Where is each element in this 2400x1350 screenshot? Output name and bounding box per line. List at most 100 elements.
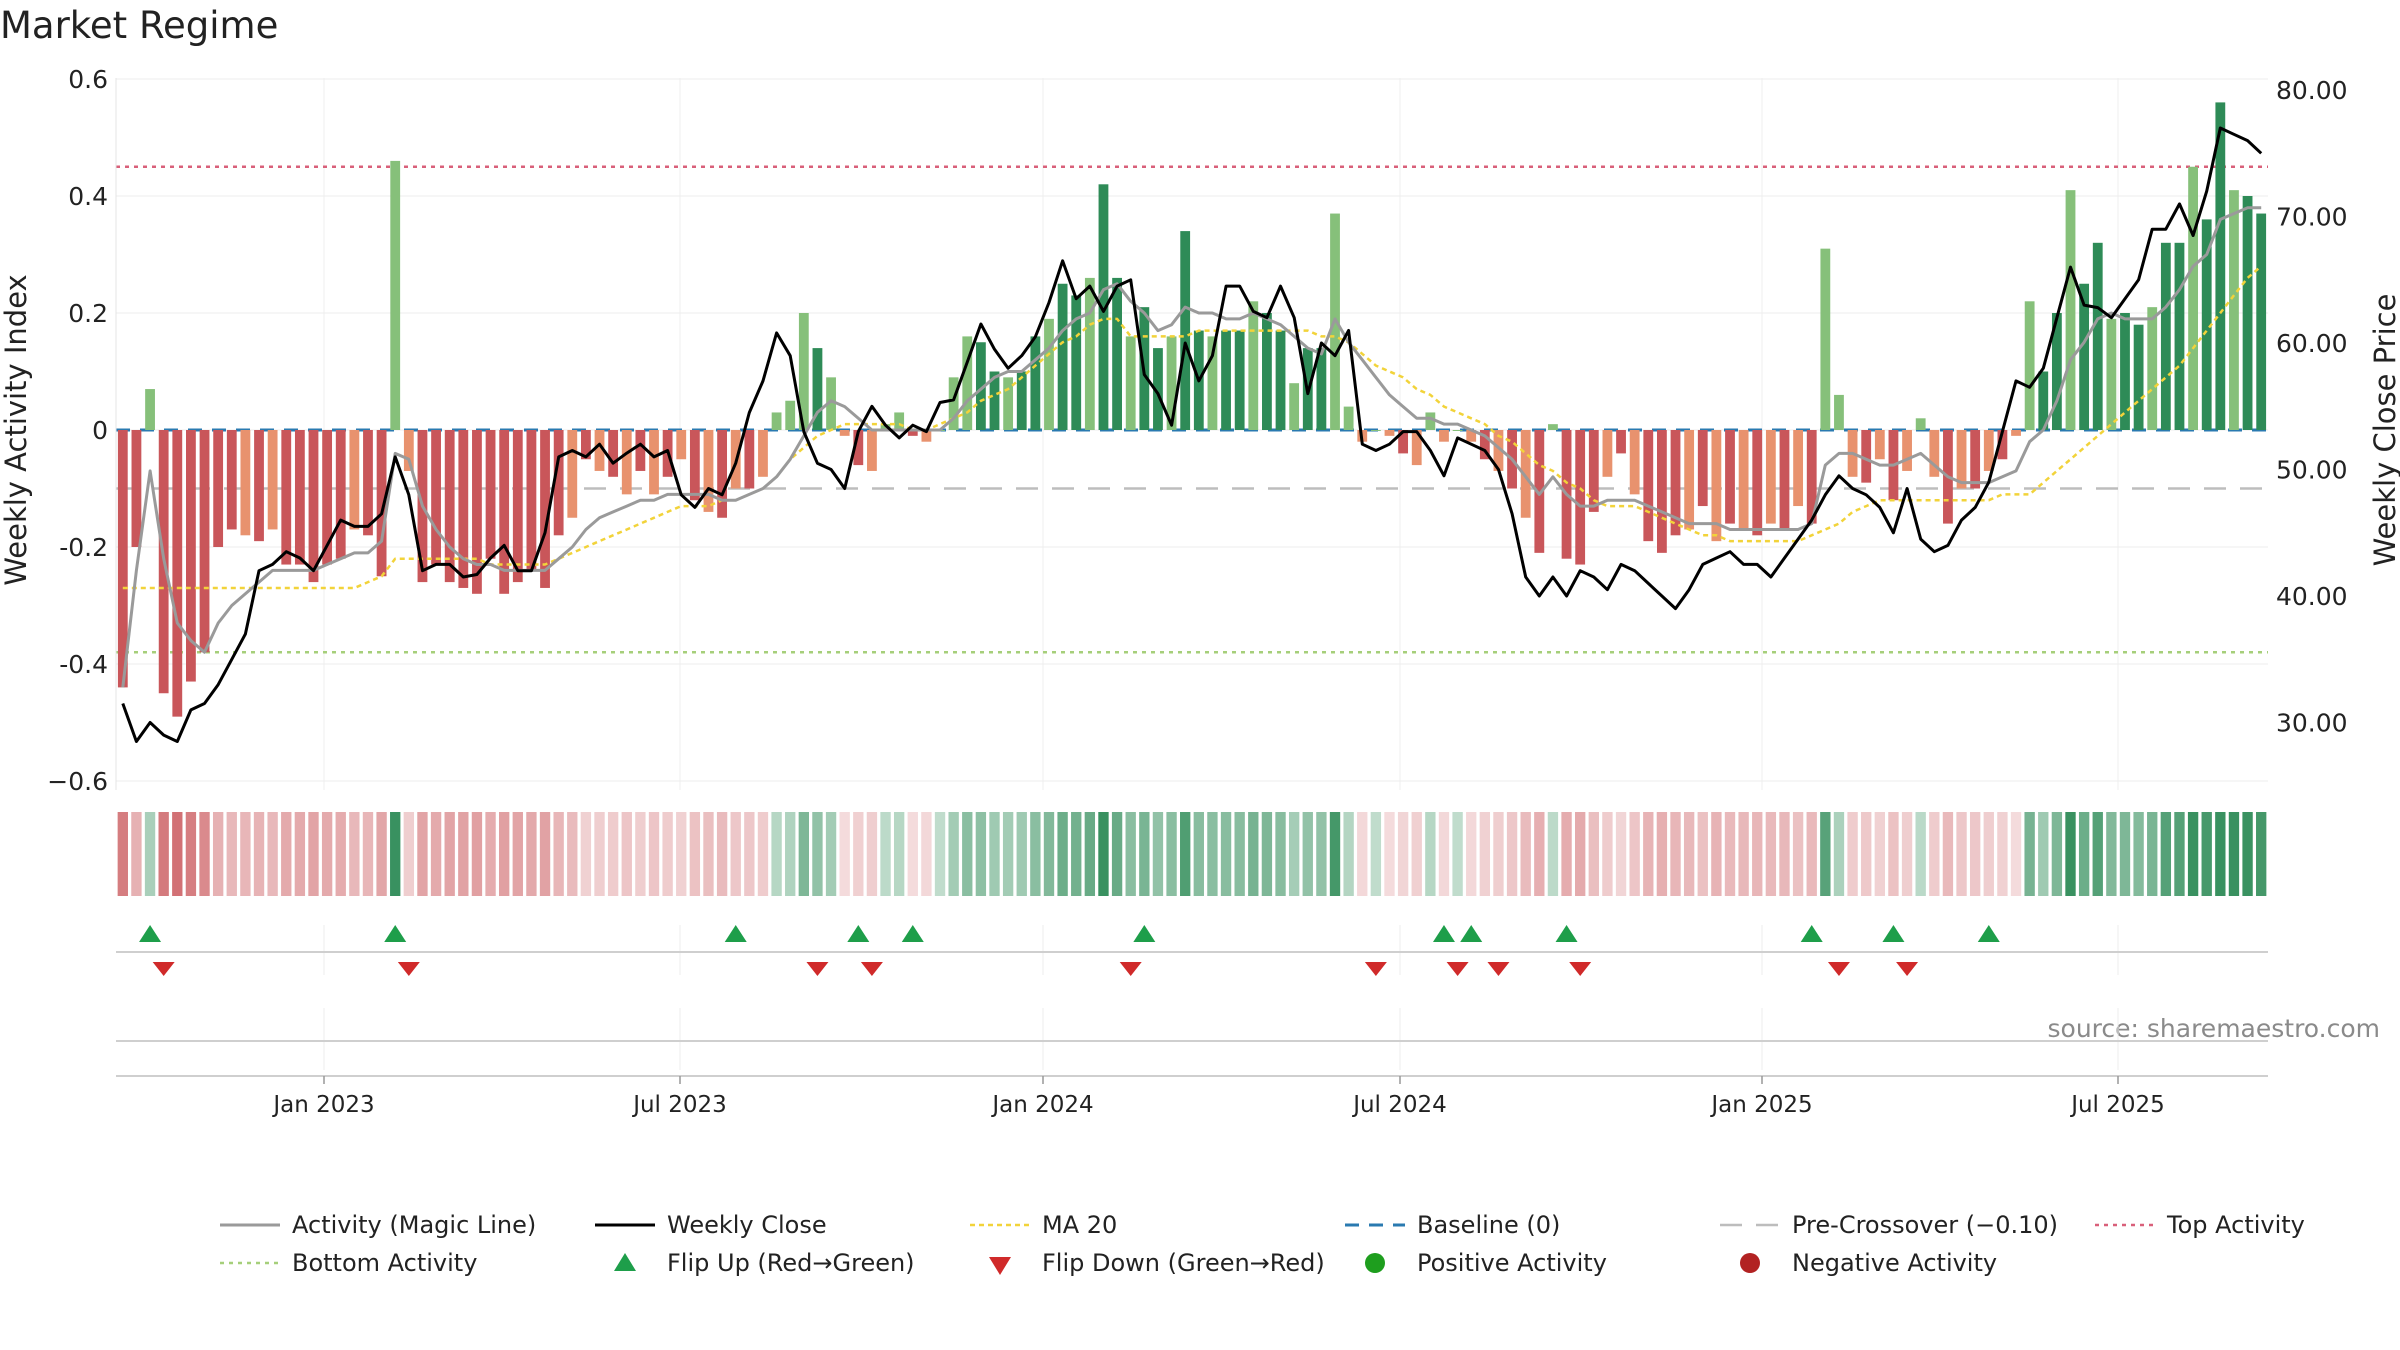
regime-strip-cell <box>1329 812 1341 896</box>
activity-bar <box>1003 377 1014 430</box>
activity-bar <box>921 430 932 442</box>
activity-bar <box>199 430 210 653</box>
flip-up-marker <box>139 925 162 942</box>
activity-bar <box>2133 324 2144 430</box>
activity-bar <box>1684 430 1695 530</box>
regime-strip-cell <box>1765 812 1777 896</box>
regime-strip-cell <box>2119 812 2131 896</box>
legend-label: Flip Up (Red→Green) <box>667 1249 915 1277</box>
regime-strip-cell <box>1820 812 1831 896</box>
activity-bar <box>512 430 523 583</box>
regime-strip-cell <box>785 812 796 896</box>
activity-bar <box>798 313 809 430</box>
x-tick-label: Jan 2023 <box>271 1092 374 1118</box>
legend-symbol <box>1365 1253 1385 1273</box>
y2-tick-label: 70.00 <box>2276 203 2348 232</box>
flip-up-marker <box>1432 925 1455 942</box>
activity-bar <box>172 430 183 717</box>
regime-strip-cell <box>1466 812 1477 896</box>
activity-bar <box>1752 430 1763 536</box>
regime-strip-cell <box>1166 812 1177 896</box>
y-axis-label: Weekly Activity Index <box>0 274 33 585</box>
activity-bar <box>948 377 959 430</box>
activity-bar <box>499 430 510 594</box>
activity-bar <box>1861 430 1872 483</box>
flip-up-marker <box>1133 925 1156 942</box>
activity-bar <box>1384 430 1395 436</box>
activity-bar <box>186 430 196 682</box>
activity-bar <box>294 430 305 565</box>
activity-bar <box>621 430 632 495</box>
regime-strip-cell <box>1806 812 1817 896</box>
activity-bar <box>1970 430 1981 489</box>
flip-down-marker <box>152 962 175 976</box>
activity-bar <box>444 430 455 583</box>
flip-down-marker <box>1119 962 1142 976</box>
y-tick-label: 0.6 <box>68 65 108 94</box>
legend-label: Weekly Close <box>667 1211 827 1239</box>
activity-bar <box>1248 301 1259 430</box>
activity-bar <box>1616 430 1626 454</box>
activity-bar <box>717 430 728 518</box>
x-tick-label: Jan 2024 <box>990 1092 1093 1118</box>
activity-bar <box>1466 430 1477 442</box>
activity-bar <box>1670 430 1681 536</box>
regime-strip-cell <box>744 812 755 896</box>
regime-strip-cell <box>1888 812 1899 896</box>
flip-up-marker <box>901 925 924 942</box>
axes: 0.6 0.4 0.2 0 -0.2 -0.4 −0.6 80.00 70.00 60.00 50.… <box>0 65 2400 1118</box>
activity-bar <box>975 342 986 430</box>
regime-strip-cell <box>1357 812 1368 896</box>
activity-bar <box>839 430 850 436</box>
activity-bar <box>1874 430 1885 460</box>
regime-strip-cell <box>1602 812 1613 896</box>
activity-bar <box>1697 430 1708 507</box>
activity-bar <box>2079 283 2090 430</box>
regime-strip-cell <box>621 812 632 896</box>
activity-bar <box>390 160 401 430</box>
regime-strip-cell <box>1629 812 1640 896</box>
activity-bar <box>1711 430 1722 542</box>
y2-tick-label: 40.00 <box>2276 582 2348 611</box>
activity-bar <box>1153 348 1163 430</box>
regime-strip-cell <box>1180 812 1191 896</box>
activity-bar <box>1915 418 1926 430</box>
activity-bar <box>826 377 836 430</box>
regime-strip-cell <box>648 812 660 896</box>
regime-strip-cell <box>635 812 646 896</box>
regime-strip-cell <box>1397 812 1409 896</box>
activity-bar <box>771 412 782 430</box>
activity-bars <box>117 102 2267 717</box>
activity-bar <box>322 430 333 565</box>
regime-strip-cell <box>1575 812 1586 896</box>
regime-strip-cell <box>362 812 374 896</box>
legend-label: Activity (Magic Line) <box>292 1211 536 1239</box>
activity-bar <box>1411 430 1422 466</box>
regime-strip-cell <box>1901 812 1913 896</box>
flip-up-marker <box>1882 925 1905 942</box>
regime-strip-cell <box>1125 812 1136 896</box>
regime-strip-cell <box>1738 812 1749 896</box>
regime-strip-cell <box>539 812 551 896</box>
activity-bar <box>335 430 346 559</box>
activity-bar <box>1820 248 1831 430</box>
regime-strip-cell <box>934 812 946 896</box>
activity-bar <box>2229 190 2239 430</box>
activity-bar <box>213 430 224 547</box>
y-tick-label: 0.4 <box>68 182 108 211</box>
activity-bar <box>1071 295 1082 430</box>
activity-bar <box>458 430 469 588</box>
regime-strip-cell <box>458 812 469 896</box>
activity-bar <box>240 430 251 536</box>
flip-up-marker <box>1460 925 1483 942</box>
activity-bar <box>1370 430 1381 431</box>
flip-up-marker <box>1800 925 1823 942</box>
activity-bar <box>1221 330 1231 430</box>
activity-bar <box>1725 430 1735 524</box>
regime-strip-cell <box>1002 812 1014 896</box>
activity-bar <box>349 430 360 530</box>
regime-strip-cell <box>2160 812 2172 896</box>
activity-bar <box>867 430 877 471</box>
regime-strip-cell <box>1833 812 1845 896</box>
regime-strip-cell <box>1547 812 1559 896</box>
